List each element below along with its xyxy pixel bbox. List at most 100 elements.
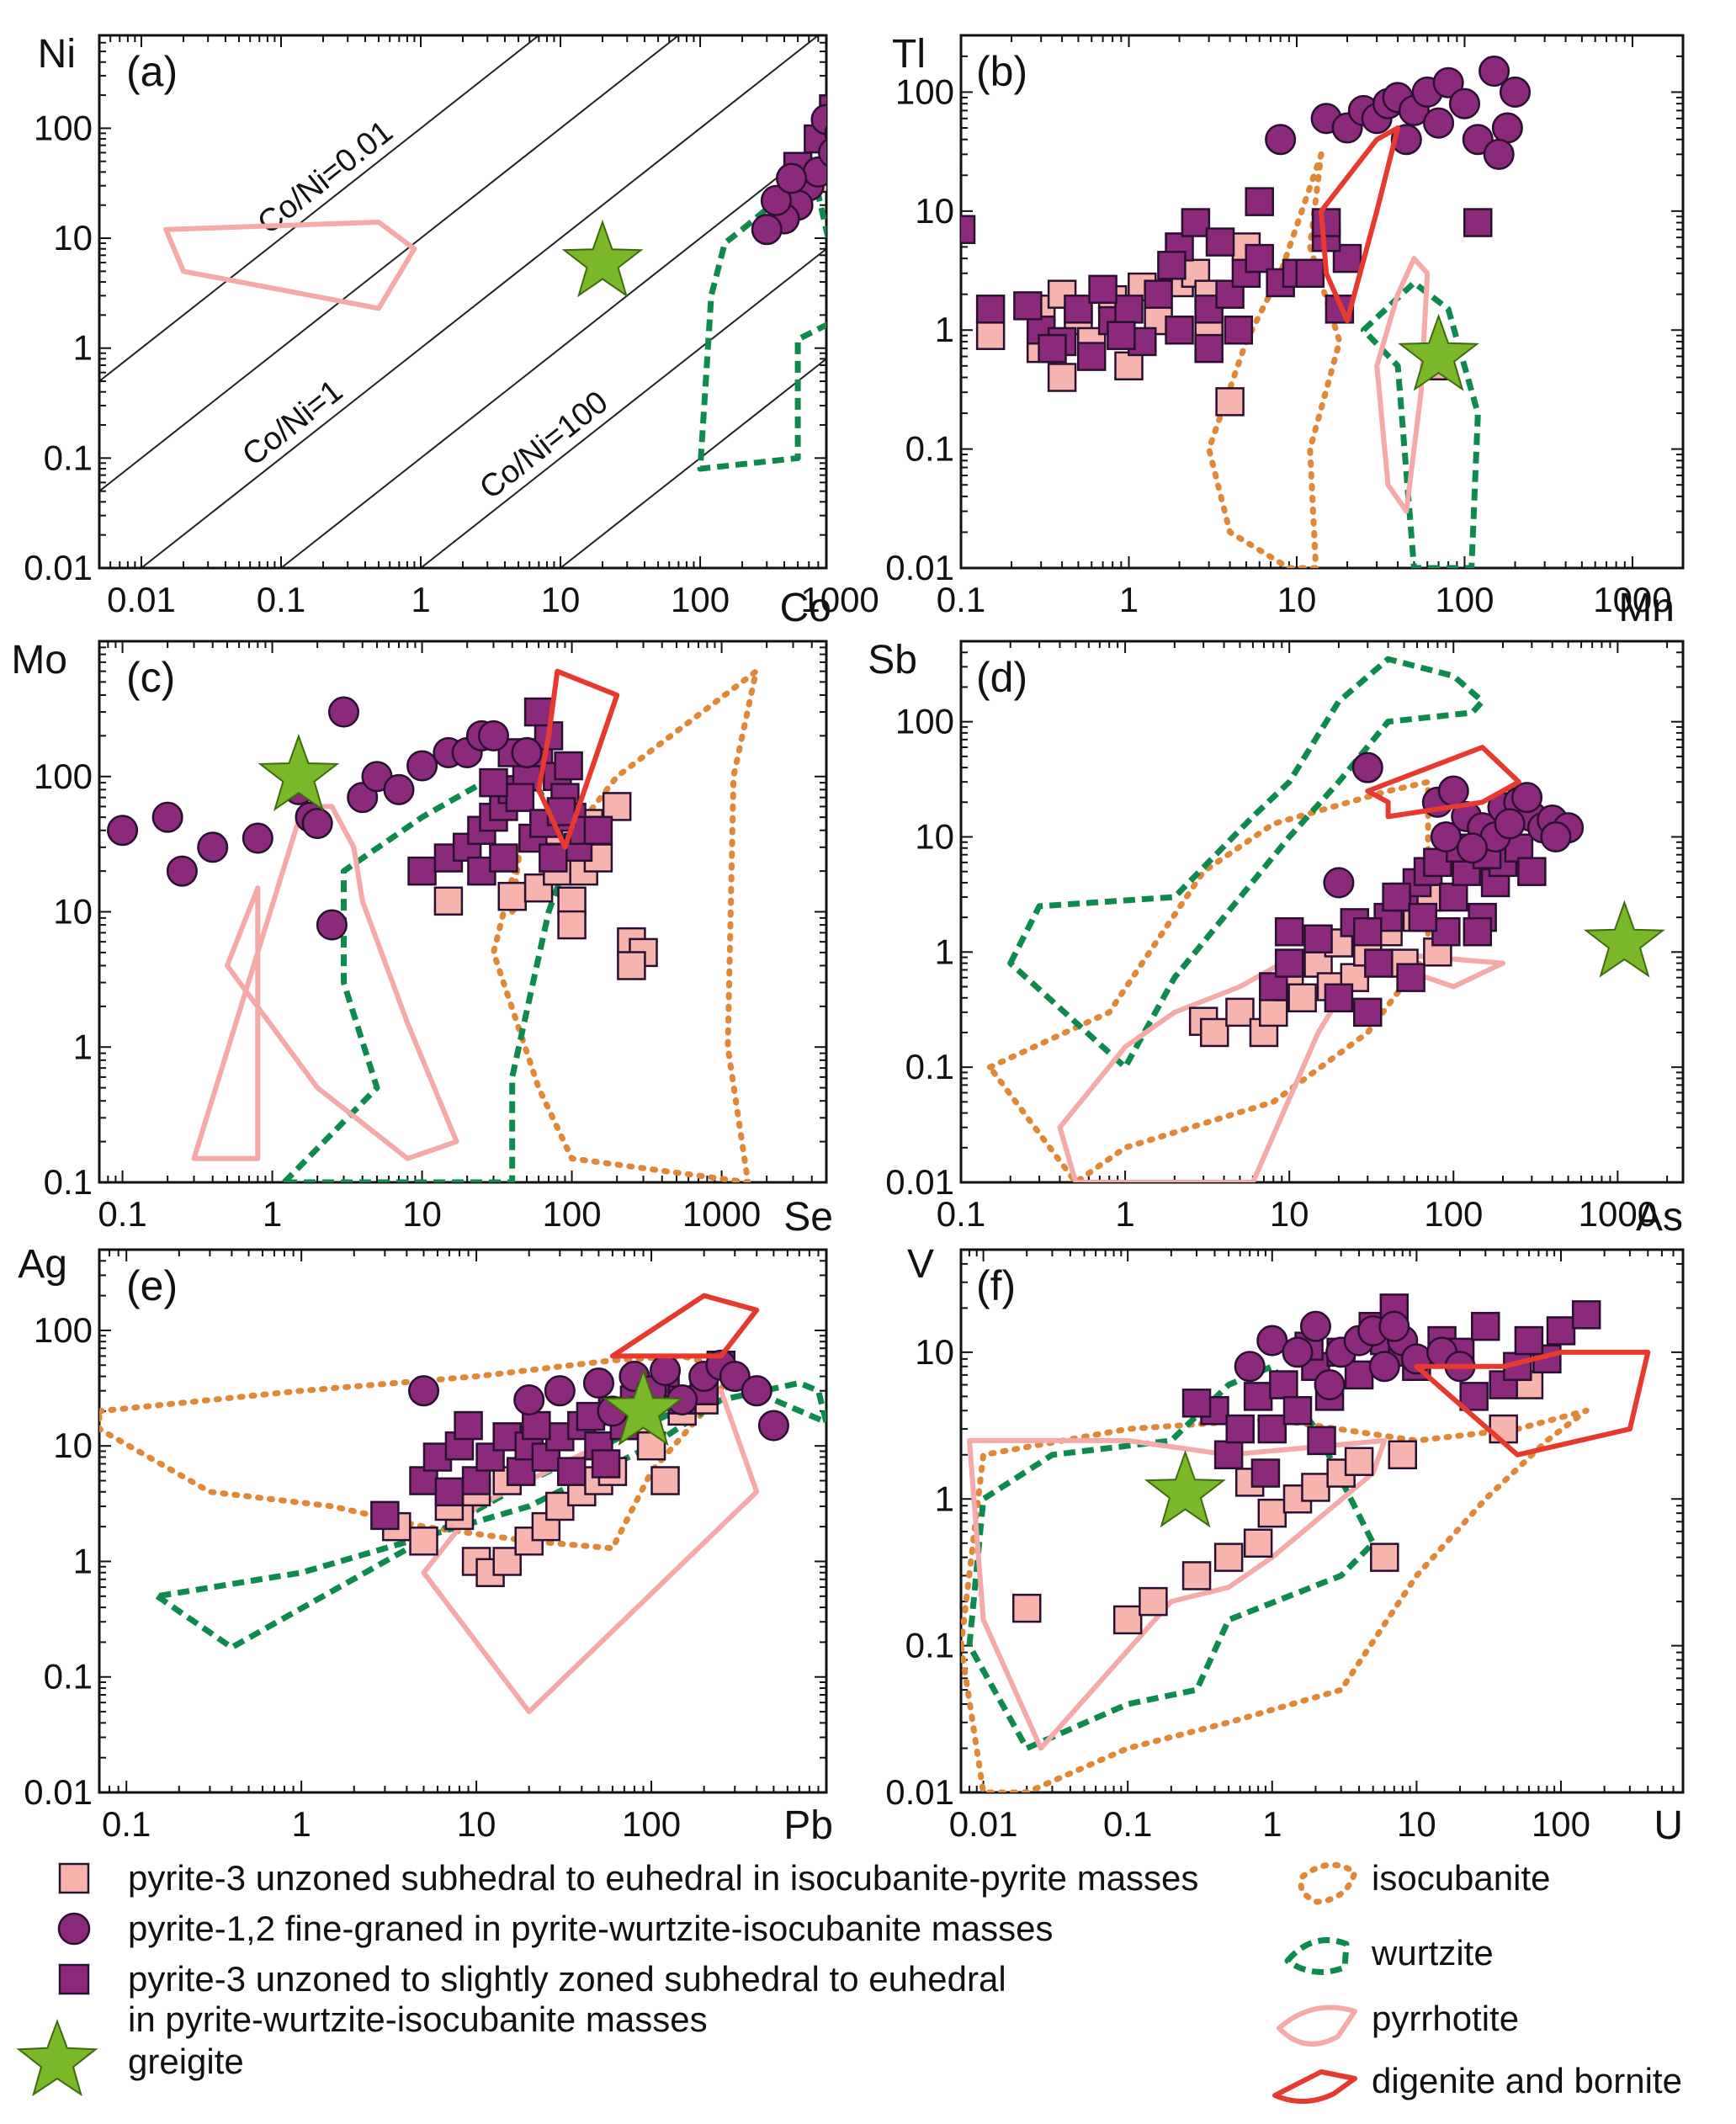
points-b xyxy=(961,56,1532,417)
pyrite12-point xyxy=(1282,1336,1314,1368)
pyrite3-wurtzite-point xyxy=(539,843,568,873)
pyrite3-wurtzite-point xyxy=(862,62,889,89)
pyrite3-wurtzite-point xyxy=(454,1410,483,1441)
pyrite12-point xyxy=(1432,66,1464,98)
pyrite12-point xyxy=(831,130,861,160)
pyrite3-wurtzite-point xyxy=(407,856,437,886)
isocubanite-field xyxy=(99,1352,738,1552)
x-tick-label: 1000 xyxy=(1579,1194,1657,1234)
points-a xyxy=(751,62,889,246)
y-tick-label: 10 xyxy=(53,218,93,258)
legend-item-wurtzite: wurtzite xyxy=(1284,1933,1494,1975)
ratio-line-label: Co/Ni=1 xyxy=(236,374,349,474)
y-tick-label: 1 xyxy=(73,1541,93,1580)
pyrite3-isocubanite-point xyxy=(825,157,826,187)
pyrite3-isocubanite-point xyxy=(1344,1447,1374,1476)
legend-label: pyrite-3 unzoned to slightly zoned subhe… xyxy=(128,1959,1006,1999)
y-tick-label: 1 xyxy=(935,1479,954,1518)
y-axis-label-b: Tl xyxy=(892,32,926,77)
pyrite12-point xyxy=(1479,56,1510,88)
pyrite12-point xyxy=(1323,867,1355,899)
digenite-field xyxy=(609,1293,760,1359)
plot-frame-f: 0.01 0.1 1 10 100 0.01 0.1 1 10 xyxy=(885,1248,1685,1844)
pyrite3-isocubanite-point xyxy=(1259,997,1288,1027)
x-tick-label: 10 xyxy=(402,1194,442,1234)
pyrite12-point xyxy=(817,138,826,167)
greigite-star-icon xyxy=(1583,900,1665,978)
pyrite3-wurtzite-point xyxy=(506,1457,536,1486)
pyrite12-point xyxy=(1423,107,1455,139)
pyrite3-isocubanite-point xyxy=(862,95,889,122)
fields-b xyxy=(1206,151,1481,568)
x-tick-label: 0.1 xyxy=(257,580,305,619)
y-tick-label: 0.1 xyxy=(44,438,93,477)
pyrite3-wurtzite-point xyxy=(1245,243,1274,273)
pyrite3-isocubanite-point xyxy=(1370,1543,1399,1572)
legend-item-digenite: digenite and bornite xyxy=(1272,2061,1682,2105)
pyrite3-wurtzite-point xyxy=(1332,243,1362,273)
y-tick-label: 100 xyxy=(895,72,954,111)
pyrite12-point xyxy=(741,1375,772,1407)
y-tick-label: 100 xyxy=(34,108,93,147)
pyrite12-point xyxy=(513,1384,545,1416)
ticks-d xyxy=(960,640,1683,1183)
pyrite12-point xyxy=(242,822,273,854)
pyrite3-wurtzite-point xyxy=(1463,916,1493,947)
panel-label-a: (a) xyxy=(126,48,178,95)
pyrite3-wurtzite-point xyxy=(1295,258,1325,289)
pyrite3-wurtzite-point xyxy=(825,109,826,139)
pyrite12-point xyxy=(1256,1325,1288,1357)
pyrite3-wurtzite-point xyxy=(1471,1311,1500,1341)
x-tick-label: 100 xyxy=(622,1804,681,1844)
pyrrhotite-field xyxy=(163,220,417,311)
y-tick-label: 0.1 xyxy=(905,1047,954,1086)
pyrite3-isocubanite-point xyxy=(433,886,464,916)
isocubanite-field xyxy=(1206,151,1343,568)
pyrite12-point xyxy=(824,125,826,141)
pyrite12-point xyxy=(1491,112,1523,144)
digenite-field xyxy=(1414,1349,1651,1458)
legend-item-pyrrhotite: pyrrhotite xyxy=(1277,1999,1519,2047)
pyrite3-wurtzite-point xyxy=(1013,291,1043,321)
pyrite3-wurtzite-point xyxy=(1463,208,1493,237)
pyrite12-point xyxy=(836,94,866,124)
pyrite12-point xyxy=(406,750,438,782)
y-tick-label: 10 xyxy=(915,191,954,231)
pyrite3-wurtzite-point xyxy=(975,295,1006,324)
y-tick-label: 100 xyxy=(34,1310,93,1350)
pyrite3-isocubanite-point xyxy=(851,103,878,130)
fields-c xyxy=(191,668,760,1182)
ratio-line xyxy=(99,35,540,383)
pyrite12-point xyxy=(1368,1351,1400,1383)
x-tick-label: 10 xyxy=(1270,1194,1309,1234)
pyrite12-point xyxy=(301,807,333,840)
pyrite12-point xyxy=(850,114,879,143)
y-tick-label: 1 xyxy=(73,328,93,368)
greigite-star-icon xyxy=(257,733,340,812)
pyrite12-point xyxy=(775,162,808,194)
x-tick-label: 1 xyxy=(291,1804,311,1844)
pyrite3-wurtzite-point xyxy=(855,71,882,98)
digenite-layer-a xyxy=(561,220,644,298)
pyrite12-point xyxy=(1378,1310,1410,1342)
panel-label-d: (d) xyxy=(976,654,1027,701)
y-tick-label: 0.01 xyxy=(24,1772,93,1812)
y-tick-label: 0.01 xyxy=(885,548,954,587)
x-tick-label: 1000 xyxy=(682,1194,761,1234)
points-d xyxy=(1188,751,1585,1048)
wurtzite-field xyxy=(154,1380,826,1651)
digenite-layer-c xyxy=(257,668,620,850)
pyrite3-wurtzite-point xyxy=(1157,251,1187,280)
pyrite3-isocubanite-point xyxy=(1215,387,1245,417)
x-tick-label: 0.1 xyxy=(937,1194,985,1234)
isocubanite-field xyxy=(840,95,895,348)
pyrite12-point xyxy=(1430,820,1462,853)
legend-label: digenite and bornite xyxy=(1372,2061,1682,2100)
y-tick-label: 0.01 xyxy=(24,548,93,587)
pyrite12-point xyxy=(1499,76,1532,108)
wurtzite-field xyxy=(1360,279,1481,568)
